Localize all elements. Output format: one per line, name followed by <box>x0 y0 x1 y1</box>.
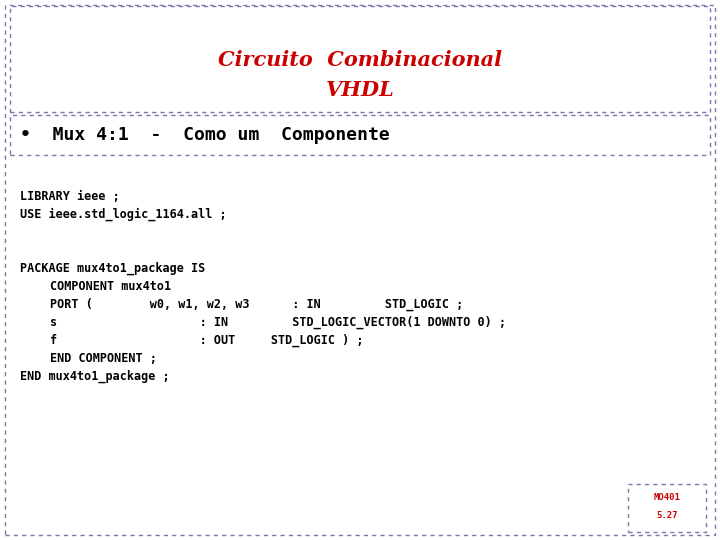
Text: f                    : OUT     STD_LOGIC ) ;: f : OUT STD_LOGIC ) ; <box>50 334 364 347</box>
Text: s                    : IN         STD_LOGIC_VECTOR(1 DOWNTO 0) ;: s : IN STD_LOGIC_VECTOR(1 DOWNTO 0) ; <box>50 316 506 329</box>
Text: END mux4to1_package ;: END mux4to1_package ; <box>20 370 170 383</box>
Text: 5.27: 5.27 <box>656 511 678 521</box>
Text: USE ieee.std_logic_1164.all ;: USE ieee.std_logic_1164.all ; <box>20 208 227 221</box>
Text: VHDL: VHDL <box>325 80 395 100</box>
Text: COMPONENT mux4to1: COMPONENT mux4to1 <box>50 280 171 293</box>
Bar <box>10 115 710 155</box>
Text: PACKAGE mux4to1_package IS: PACKAGE mux4to1_package IS <box>20 262 205 275</box>
Bar <box>628 484 706 532</box>
Text: Circuito  Combinacional: Circuito Combinacional <box>218 50 502 70</box>
Text: •  Mux 4:1  -  Como um  Componente: • Mux 4:1 - Como um Componente <box>20 126 390 144</box>
Text: LIBRARY ieee ;: LIBRARY ieee ; <box>20 190 120 203</box>
Bar <box>10 6 710 112</box>
Text: PORT (        w0, w1, w2, w3      : IN         STD_LOGIC ;: PORT ( w0, w1, w2, w3 : IN STD_LOGIC ; <box>50 298 463 312</box>
Text: MO401: MO401 <box>654 494 680 503</box>
Text: END COMPONENT ;: END COMPONENT ; <box>50 352 157 365</box>
